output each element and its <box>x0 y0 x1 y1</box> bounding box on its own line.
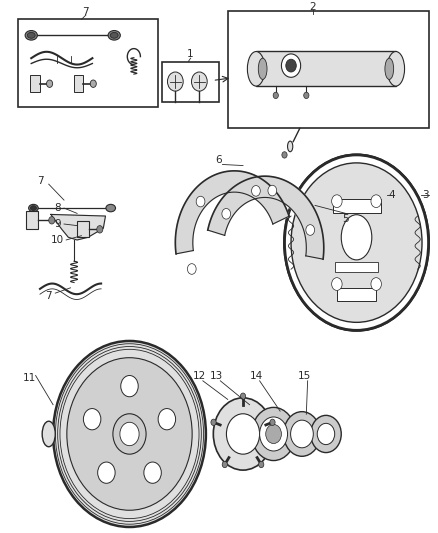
Circle shape <box>53 341 206 527</box>
Text: 11: 11 <box>22 373 36 383</box>
Bar <box>18 19 158 107</box>
Ellipse shape <box>385 58 394 79</box>
Text: 7: 7 <box>82 7 89 18</box>
Circle shape <box>158 409 176 430</box>
Text: 7: 7 <box>46 291 52 301</box>
Text: 15: 15 <box>297 370 311 381</box>
Circle shape <box>222 462 227 467</box>
Circle shape <box>286 59 296 72</box>
Ellipse shape <box>387 52 405 86</box>
Circle shape <box>222 208 231 219</box>
Circle shape <box>67 358 192 510</box>
Circle shape <box>306 225 314 235</box>
Circle shape <box>213 398 273 470</box>
Text: 6: 6 <box>215 155 223 165</box>
Circle shape <box>46 80 53 87</box>
Circle shape <box>211 419 216 425</box>
Text: 3: 3 <box>422 190 428 200</box>
Text: 10: 10 <box>51 235 64 245</box>
Text: 8: 8 <box>54 203 61 213</box>
Ellipse shape <box>288 141 293 152</box>
Text: 13: 13 <box>210 370 223 381</box>
Bar <box>337 288 376 301</box>
Circle shape <box>270 419 275 425</box>
Ellipse shape <box>42 421 55 447</box>
Circle shape <box>332 195 342 207</box>
Text: 1: 1 <box>187 49 194 59</box>
Text: 5: 5 <box>343 214 349 224</box>
Circle shape <box>97 225 103 233</box>
Circle shape <box>282 152 287 158</box>
Circle shape <box>282 54 300 77</box>
Bar <box>256 51 396 86</box>
Circle shape <box>317 423 335 445</box>
Polygon shape <box>175 171 289 254</box>
Text: 2: 2 <box>310 2 316 12</box>
Circle shape <box>121 376 138 397</box>
Ellipse shape <box>258 58 267 79</box>
Bar <box>26 211 38 229</box>
Circle shape <box>290 420 313 448</box>
Circle shape <box>251 185 260 196</box>
Text: 9: 9 <box>54 219 61 229</box>
Bar <box>77 221 89 237</box>
Polygon shape <box>51 214 106 240</box>
Circle shape <box>83 409 101 430</box>
Circle shape <box>49 216 55 224</box>
Circle shape <box>252 407 295 461</box>
Circle shape <box>98 462 115 483</box>
Bar <box>162 62 219 102</box>
Circle shape <box>371 278 381 290</box>
Circle shape <box>191 72 207 91</box>
Text: 14: 14 <box>250 370 263 381</box>
Bar <box>335 262 378 272</box>
Circle shape <box>260 417 288 451</box>
Circle shape <box>196 196 205 207</box>
Ellipse shape <box>110 33 118 38</box>
Text: 7: 7 <box>37 176 43 187</box>
Ellipse shape <box>25 30 37 40</box>
Ellipse shape <box>108 30 120 40</box>
Bar <box>30 75 39 92</box>
Circle shape <box>258 462 264 467</box>
Ellipse shape <box>341 215 372 260</box>
Polygon shape <box>208 176 324 259</box>
Ellipse shape <box>30 206 36 211</box>
Circle shape <box>167 72 183 91</box>
Ellipse shape <box>247 52 265 86</box>
Circle shape <box>240 393 246 399</box>
Circle shape <box>113 414 146 454</box>
Text: 4: 4 <box>388 190 395 200</box>
Circle shape <box>285 155 428 330</box>
Text: 12: 12 <box>193 370 206 381</box>
Ellipse shape <box>27 33 35 38</box>
Circle shape <box>291 163 422 322</box>
Circle shape <box>311 415 341 453</box>
Circle shape <box>304 92 309 99</box>
Circle shape <box>284 411 320 456</box>
Ellipse shape <box>28 204 38 212</box>
Circle shape <box>266 424 282 443</box>
Ellipse shape <box>106 204 116 212</box>
Circle shape <box>371 195 381 207</box>
Bar <box>74 75 83 92</box>
Circle shape <box>268 185 277 196</box>
Bar <box>228 11 428 128</box>
Bar <box>332 198 381 213</box>
Circle shape <box>332 278 342 290</box>
Circle shape <box>90 80 96 87</box>
Circle shape <box>120 422 139 446</box>
Circle shape <box>144 462 161 483</box>
Circle shape <box>187 264 196 274</box>
Circle shape <box>226 414 260 454</box>
Circle shape <box>273 92 279 99</box>
